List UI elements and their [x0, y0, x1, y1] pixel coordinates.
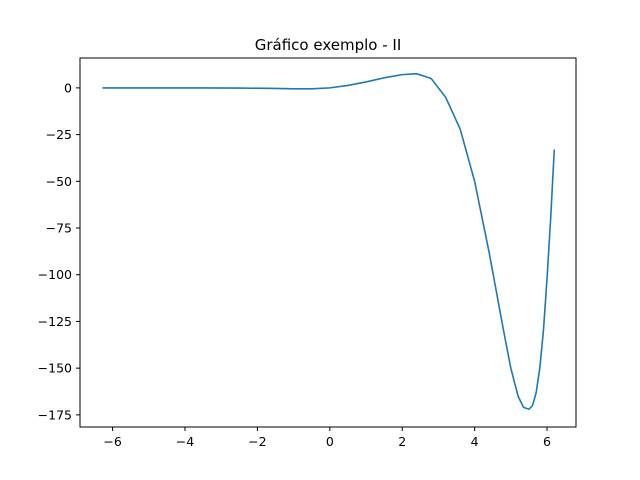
x-tick-label: 0 [326, 434, 334, 449]
y-tick-label: −100 [38, 267, 72, 282]
x-tick-label: −4 [176, 434, 194, 449]
x-tick-label: 2 [398, 434, 406, 449]
y-tick-label: −50 [46, 174, 72, 189]
y-tick-label: −150 [38, 361, 72, 376]
y-tick-label: −25 [46, 127, 72, 142]
series-line-0 [102, 72, 556, 411]
plot-frame [79, 57, 577, 428]
chart-title: Gráfico exemplo - II [255, 36, 402, 54]
x-tick-label: −2 [248, 434, 266, 449]
x-tick-label: −6 [103, 434, 121, 449]
y-tick-label: −175 [38, 407, 72, 422]
y-tick-label: −75 [46, 221, 72, 236]
x-tick-label: 6 [543, 434, 551, 449]
x-tick-label: 4 [471, 434, 479, 449]
y-tick-label: 0 [64, 80, 72, 95]
y-tick-label: −125 [38, 314, 72, 329]
